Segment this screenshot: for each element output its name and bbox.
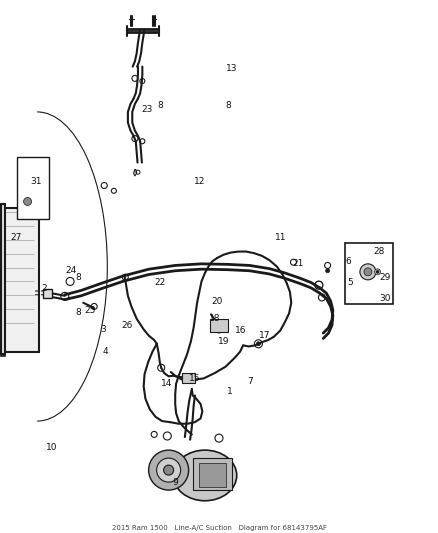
Text: 6: 6 — [345, 257, 351, 265]
Text: 20: 20 — [211, 297, 223, 305]
Text: 18: 18 — [209, 314, 220, 323]
Text: 16: 16 — [235, 326, 247, 335]
Circle shape — [360, 264, 376, 280]
Text: 29: 29 — [379, 273, 390, 281]
Text: 12: 12 — [194, 177, 205, 185]
Text: 11: 11 — [275, 233, 286, 241]
Text: 26: 26 — [121, 321, 133, 329]
Text: 10: 10 — [46, 443, 57, 452]
Text: 30: 30 — [379, 294, 390, 303]
Circle shape — [256, 342, 261, 346]
Text: 2015 Ram 1500   Line-A/C Suction   Diagram for 68143795AF: 2015 Ram 1500 Line-A/C Suction Diagram f… — [112, 525, 326, 531]
Text: 8: 8 — [75, 309, 81, 317]
Text: 8: 8 — [157, 101, 163, 110]
Text: 25: 25 — [84, 306, 95, 314]
Text: 4: 4 — [102, 348, 108, 356]
Text: 9: 9 — [172, 479, 178, 487]
Text: 27: 27 — [10, 233, 21, 241]
Text: 31: 31 — [30, 177, 42, 185]
Circle shape — [157, 458, 180, 482]
Text: 3: 3 — [100, 325, 106, 334]
Circle shape — [24, 197, 32, 206]
Text: 23: 23 — [141, 105, 152, 114]
Text: 22: 22 — [154, 278, 166, 287]
Text: 2: 2 — [41, 285, 46, 293]
Circle shape — [376, 270, 379, 273]
Text: 8: 8 — [225, 101, 231, 110]
Circle shape — [364, 268, 372, 276]
Text: 19: 19 — [218, 337, 229, 345]
Bar — [43, 289, 52, 298]
Bar — [199, 463, 226, 487]
Bar — [17, 157, 49, 219]
Bar — [182, 373, 195, 383]
Text: 5: 5 — [347, 278, 353, 287]
Bar — [193, 458, 232, 490]
Text: 21: 21 — [292, 260, 304, 268]
Text: 28: 28 — [373, 247, 385, 256]
Text: 15: 15 — [189, 374, 201, 383]
Text: 17: 17 — [259, 332, 271, 340]
Ellipse shape — [173, 450, 237, 501]
Circle shape — [148, 450, 189, 490]
Text: 24: 24 — [65, 266, 77, 275]
Text: 14: 14 — [161, 379, 172, 388]
Text: 8: 8 — [75, 273, 81, 281]
Circle shape — [164, 465, 173, 475]
Bar — [4, 208, 39, 352]
Text: 7: 7 — [247, 377, 253, 385]
Bar — [1, 205, 5, 356]
Text: 1: 1 — [227, 387, 233, 396]
Text: 13: 13 — [226, 64, 238, 72]
Circle shape — [325, 269, 330, 273]
Bar — [345, 243, 393, 304]
Bar — [1, 204, 5, 354]
Bar — [210, 319, 228, 332]
Circle shape — [374, 269, 381, 275]
